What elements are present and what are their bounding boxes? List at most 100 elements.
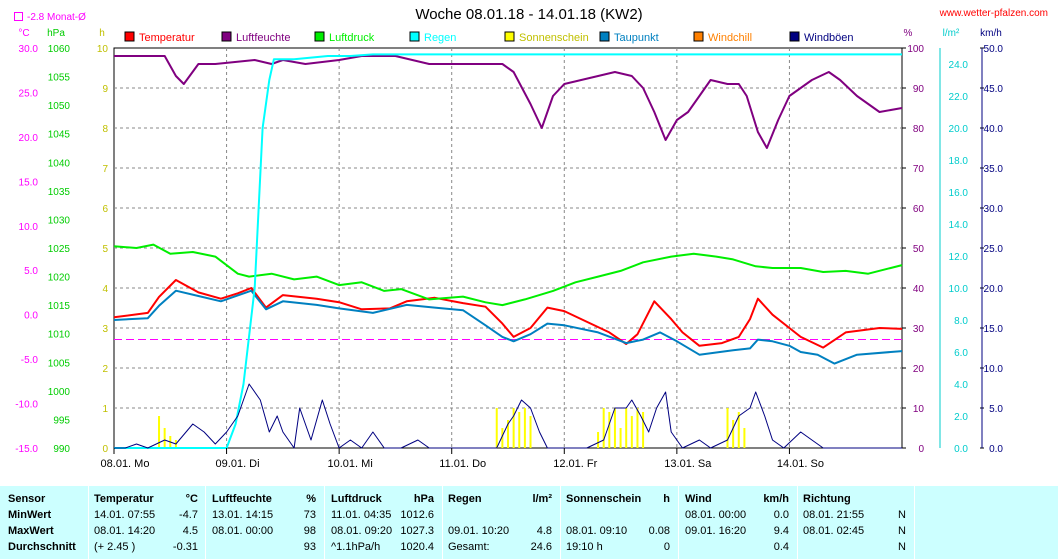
legend-label: Windchill (708, 32, 752, 44)
series-luftfeuchte-line (114, 55, 903, 149)
table-cell: 4.8 (536, 525, 552, 537)
table-cell: 93 (303, 541, 316, 553)
table-cell: 14.01. 07:55 (94, 509, 156, 521)
table-cell: 0 (663, 541, 670, 553)
table-header-cell: l/m² (532, 493, 552, 505)
table-column-separator (205, 486, 206, 559)
legend-label: Temperatur (139, 32, 195, 44)
table-cell: 98 (303, 525, 316, 537)
rain-tick-label: 4.0 (954, 380, 968, 391)
table-column-separator (88, 486, 89, 559)
sunshine-bar (529, 416, 532, 448)
humidity-tick-label: 80 (913, 124, 925, 135)
legend-swatch[interactable] (789, 31, 800, 42)
table-header-cell: hPa (413, 493, 434, 505)
sun-tick-label: 1 (102, 404, 108, 415)
table-cell: -4.7 (179, 509, 198, 521)
table-header-cell: Temperatur (94, 493, 154, 505)
humidity-tick-label: 70 (913, 164, 925, 175)
table-cell: 08.01. 21:55 (803, 509, 865, 521)
sunshine-bar (163, 428, 166, 448)
pressure-tick-label: 1050 (48, 101, 71, 112)
sunshine-bar (518, 412, 521, 448)
table-cell: N (898, 525, 906, 537)
table-cell: 1027.3 (400, 525, 434, 537)
table-cell: 19:10 h (566, 541, 603, 553)
x-tick-label: 12.01. Fr (553, 458, 597, 470)
humidity-tick-label: 90 (913, 84, 925, 95)
table-cell: 0.0 (773, 509, 789, 521)
sun-tick-label: 2 (102, 364, 108, 375)
table-header-cell: °C (185, 493, 198, 505)
legend-swatch[interactable] (409, 31, 420, 42)
sunshine-bar (619, 428, 622, 448)
legend-swatch[interactable] (124, 31, 135, 42)
table-cell: 08.01. 14:20 (94, 525, 156, 537)
legend-swatch[interactable] (599, 31, 610, 42)
humidity-tick-label: 20 (913, 364, 925, 375)
sunshine-bar (613, 408, 616, 448)
wind-tick-label: 0.0 (989, 444, 1003, 455)
humidity-tick-label: 0 (918, 444, 924, 455)
table-cell: 4.5 (182, 525, 198, 537)
wind-tick-label: 45.0 (984, 84, 1004, 95)
legend-swatch[interactable] (504, 31, 515, 42)
sun-tick-label: 5 (102, 244, 108, 255)
sunshine-bar (523, 408, 526, 448)
legend-label: Taupunkt (614, 32, 659, 44)
humidity-tick-label: 30 (913, 324, 925, 335)
table-header-cell: Regen (448, 493, 482, 505)
humidity-unit: % (904, 28, 913, 39)
table-cell: N (898, 509, 906, 521)
monat-average-text: -2.8 Monat-Ø (27, 12, 86, 23)
sunshine-bar (507, 420, 509, 448)
pressure-tick-label: 1045 (48, 130, 71, 141)
table-cell: ^1.1hPa/h (331, 541, 381, 553)
table-cell: 0.08 (648, 525, 670, 537)
sunshine-bar (726, 408, 729, 448)
legend-label: Sonnenschein (519, 32, 589, 44)
legend-label: Windböen (804, 32, 854, 44)
series-regen-line (114, 53, 902, 449)
table-cell: 08.01. 02:45 (803, 525, 865, 537)
table-header-cell: Richtung (803, 493, 851, 505)
temp-tick-label: 5.0 (24, 266, 38, 277)
pressure-tick-label: 1030 (48, 215, 71, 226)
rain-tick-label: 24.0 (949, 60, 969, 71)
legend-swatch[interactable] (693, 31, 704, 42)
pressure-tick-label: 1005 (48, 358, 71, 369)
temp-tick-label: 10.0 (19, 222, 39, 233)
monat-checkbox-icon[interactable] (14, 12, 23, 21)
sun-tick-label: 10 (97, 44, 109, 55)
table-column-separator (324, 486, 325, 559)
table-header-cell: Luftdruck (331, 493, 382, 505)
rain-tick-label: 2.0 (954, 412, 968, 423)
x-tick-label: 11.01. Do (439, 458, 486, 470)
humidity-tick-label: 50 (913, 244, 925, 255)
x-tick-label: 08.01. Mo (101, 458, 150, 470)
rain-tick-label: 0.0 (954, 444, 968, 455)
table-cell: Gesamt: (448, 541, 490, 553)
sunshine-bar (495, 408, 498, 448)
sunshine-bar (512, 408, 515, 448)
table-cell: 0.4 (773, 541, 789, 553)
table-header-cell: Wind (685, 493, 712, 505)
sun-tick-label: 7 (102, 164, 108, 175)
sunshine-bar (630, 416, 633, 448)
site-link[interactable]: www.wetter-pfalzen.com (939, 8, 1048, 19)
wind-unit: km/h (980, 28, 1002, 39)
wind-tick-label: 5.0 (989, 404, 1003, 415)
legend-swatch[interactable] (221, 31, 232, 42)
table-cell: (+ 2.45 ) (94, 541, 136, 553)
sun-tick-label: 9 (102, 84, 108, 95)
rain-tick-label: 6.0 (954, 348, 968, 359)
temp-tick-label: 30.0 (19, 44, 39, 55)
summary-table: Sensor Temperatur °C Luftfeuchte% Luftdruck h… (0, 486, 1058, 559)
rain-tick-label: 20.0 (949, 124, 969, 135)
legend-swatch[interactable] (314, 31, 325, 42)
wind-tick-label: 30.0 (984, 204, 1004, 215)
sun-unit: h (99, 28, 105, 39)
rain-tick-label: 22.0 (949, 92, 969, 103)
legend-label: Luftdruck (329, 32, 375, 44)
table-column-separator (442, 486, 443, 559)
